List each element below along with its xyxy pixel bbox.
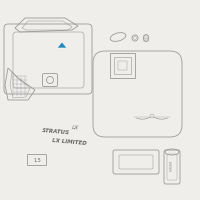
Text: 1.5: 1.5 bbox=[33, 158, 41, 162]
Text: STRATUS: STRATUS bbox=[42, 128, 70, 136]
Text: KMMM: KMMM bbox=[170, 159, 174, 171]
Text: LX: LX bbox=[72, 125, 79, 131]
Polygon shape bbox=[57, 42, 67, 48]
Text: LX LIMITED: LX LIMITED bbox=[52, 138, 87, 146]
